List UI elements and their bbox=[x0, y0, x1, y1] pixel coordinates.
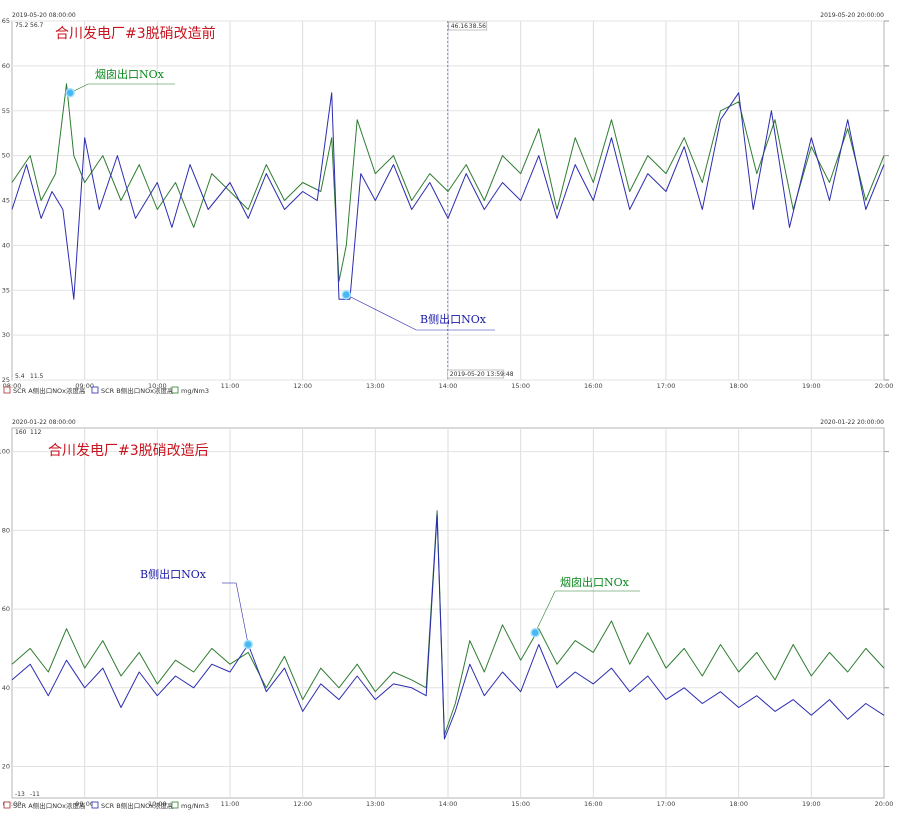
x-tick-label: 18:00 bbox=[729, 382, 748, 390]
annotation-leader bbox=[235, 582, 249, 645]
x-tick-label: 13:00 bbox=[366, 382, 385, 390]
y-tick-label: 60 bbox=[2, 62, 10, 70]
chart-after: 2020-01-22 08:00:00 2020-01-22 20:00:00 16… bbox=[0, 419, 894, 810]
annotation-leader bbox=[346, 294, 417, 331]
cursor-time-label: 2019-05-20 13:59:48 bbox=[450, 371, 514, 378]
x-tick-label: 09:00 bbox=[75, 800, 94, 808]
x-tick-label: 17:00 bbox=[657, 800, 676, 808]
legend-swatch bbox=[3, 801, 11, 809]
y-tick-label: 20 bbox=[2, 763, 10, 771]
y-tick-label: 40 bbox=[2, 684, 10, 692]
x-tick-label: 10:00 bbox=[148, 800, 167, 808]
series-line-1 bbox=[11, 92, 885, 300]
legend-swatch bbox=[91, 386, 99, 394]
x-tick-label: 17:00 bbox=[657, 382, 676, 390]
bottom-value-blue: 5.4 bbox=[15, 373, 25, 380]
y-tick-label: 65 bbox=[2, 17, 10, 25]
series-line-0 bbox=[11, 83, 885, 282]
legend-swatch bbox=[171, 801, 179, 809]
x-tick-label: 19:00 bbox=[802, 800, 821, 808]
legend-swatch bbox=[91, 801, 99, 809]
y-tick-label: 100 bbox=[0, 448, 10, 456]
series-line-1 bbox=[11, 514, 885, 740]
legend-label: mg/Nm3 bbox=[181, 387, 209, 395]
x-tick-label: 20:00 bbox=[875, 382, 894, 390]
bottom-value-green: -11 bbox=[30, 791, 40, 798]
y-tick-label: 60 bbox=[2, 605, 10, 613]
y-tick-label: 55 bbox=[2, 107, 10, 115]
x-tick-label: 09:00 bbox=[75, 382, 94, 390]
legend-swatch bbox=[3, 386, 11, 394]
annotation-label: 烟囱出口NOx bbox=[95, 67, 165, 81]
start-time-label: 2020-01-22 08:00:00 bbox=[12, 419, 76, 426]
x-tick-label: 15:00 bbox=[511, 800, 530, 808]
annotation-marker bbox=[65, 88, 75, 98]
x-tick-label: 10:00 bbox=[148, 382, 167, 390]
legend-label: SCR A侧出口NOx浓度高 bbox=[13, 801, 86, 810]
cursor-value-b: 38.56 bbox=[469, 23, 486, 30]
legend-label: mg/Nm3 bbox=[181, 802, 209, 810]
x-tick-label: 18:00 bbox=[729, 800, 748, 808]
legend-label: SCR A侧出口NOx浓度高 bbox=[13, 386, 86, 395]
cursor-time-box bbox=[447, 369, 505, 379]
y-tick-label: 30 bbox=[2, 331, 10, 339]
annotation-label: B侧出口NOx bbox=[140, 567, 207, 581]
x-tick-label: 15:00 bbox=[511, 382, 530, 390]
x-tick-label: 14:00 bbox=[439, 382, 458, 390]
x-tick-label: 16:00 bbox=[584, 800, 603, 808]
legend-label: SCR B侧出口NOx浓度高 bbox=[101, 386, 174, 395]
annotation-marker bbox=[530, 627, 540, 638]
x-tick-label: 11:00 bbox=[221, 382, 240, 390]
y-tick-label: 80 bbox=[2, 526, 10, 534]
top-value-green: 56.7 bbox=[30, 22, 44, 29]
x-tick-label: 19:00 bbox=[802, 382, 821, 390]
cursor-value-a: 46.16 bbox=[451, 23, 468, 30]
x-tick-label: 08:00 bbox=[3, 800, 22, 808]
x-tick-label: 08:00 bbox=[3, 382, 22, 390]
end-time-label: 2020-01-22 20:00:00 bbox=[820, 419, 884, 426]
top-value-green: 112 bbox=[30, 429, 42, 436]
end-time-label: 2019-05-20 20:00:00 bbox=[820, 12, 884, 19]
y-tick-label: 35 bbox=[2, 286, 10, 294]
cursor-value-box bbox=[448, 21, 488, 31]
x-tick-label: 14:00 bbox=[439, 800, 458, 808]
top-value-blue: 75.2 bbox=[15, 22, 29, 29]
x-tick-label: 12:00 bbox=[293, 382, 312, 390]
chart-before: 2019-05-20 08:00:00 2019-05-20 20:00:00 75… bbox=[2, 12, 894, 395]
legend-label: SCR B侧出口NOx浓度高 bbox=[101, 801, 174, 810]
annotation-label: 烟囱出口NOx bbox=[560, 575, 630, 589]
x-tick-label: 12:00 bbox=[293, 800, 312, 808]
annotation-label: B侧出口NOx bbox=[420, 312, 487, 326]
x-tick-label: 11:00 bbox=[221, 800, 240, 808]
annotation-leader bbox=[534, 590, 556, 633]
y-tick-label: 25 bbox=[2, 376, 10, 384]
start-time-label: 2019-05-20 08:00:00 bbox=[12, 12, 76, 19]
bottom-value-green: 11.5 bbox=[30, 373, 44, 380]
legend-swatch bbox=[171, 386, 179, 394]
chart-title: 合川发电厂#3脱硝改造后 bbox=[48, 443, 209, 459]
x-tick-label: 13:00 bbox=[366, 800, 385, 808]
x-tick-label: 16:00 bbox=[584, 382, 603, 390]
chart-title: 合川发电厂#3脱硝改造前 bbox=[55, 25, 216, 42]
y-tick-label: 45 bbox=[2, 197, 10, 205]
annotation-marker bbox=[341, 289, 352, 300]
x-tick-label: 20:00 bbox=[875, 800, 894, 808]
y-tick-label: 50 bbox=[2, 152, 10, 160]
top-value-blue: 160 bbox=[15, 429, 27, 436]
annotation-marker bbox=[243, 639, 253, 650]
bottom-value-blue: -13 bbox=[15, 791, 25, 798]
y-tick-label: 40 bbox=[2, 241, 10, 249]
